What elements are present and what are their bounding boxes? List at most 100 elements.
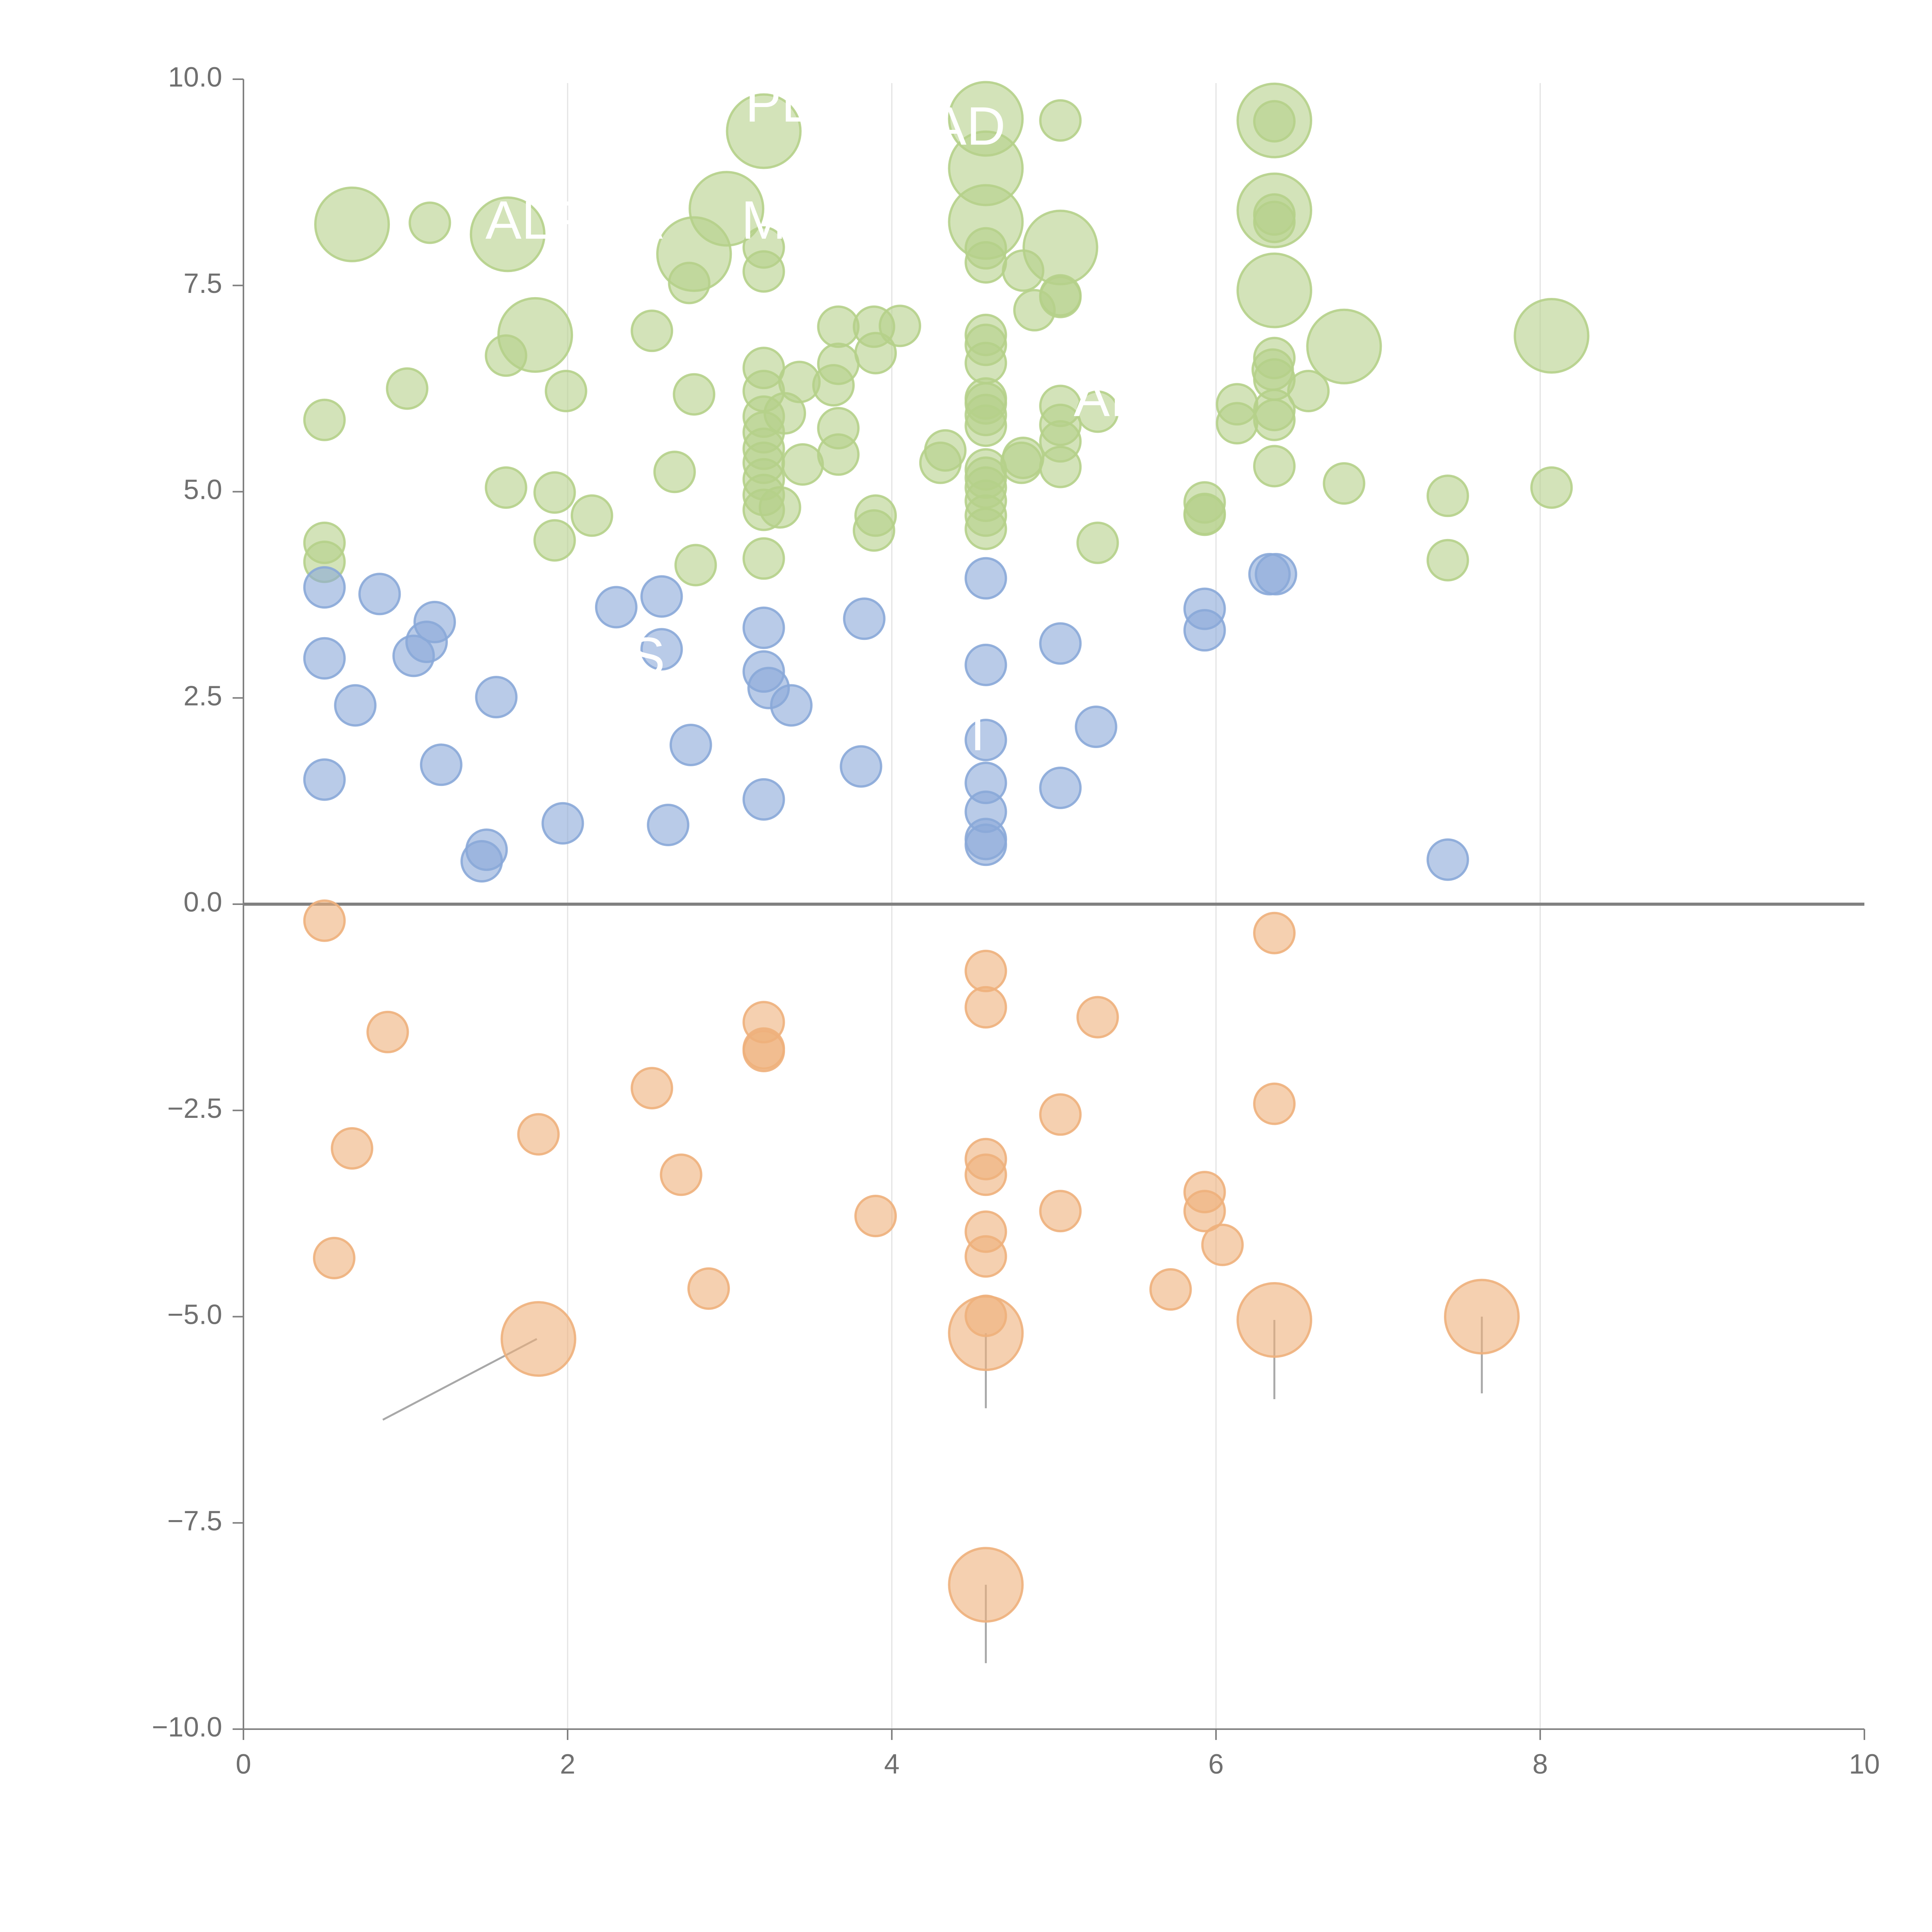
green-bubble-21 — [726, 93, 802, 169]
green-bubble-40 — [817, 342, 860, 385]
blue-bubble-31 — [964, 823, 1007, 866]
green-bubble-47 — [878, 304, 921, 347]
green-bubble-67 — [964, 507, 1007, 550]
bubble-label-4: AI — [1074, 367, 1125, 428]
blue-bubble-14 — [640, 575, 683, 618]
green-bubble-101 — [1323, 462, 1366, 505]
green-bubble-57 — [964, 342, 1007, 384]
green-bubble-70 — [1000, 441, 1043, 484]
green-bubble-33 — [742, 537, 785, 580]
orange-bubble-2 — [331, 1127, 374, 1170]
blue-bubble-18 — [742, 606, 785, 649]
blue-bubble-20 — [742, 778, 785, 821]
blue-bubble-34 — [1075, 705, 1117, 748]
green-bubble-39 — [817, 305, 860, 348]
x-tick-label: 8 — [1532, 1749, 1548, 1780]
green-bubble-98 — [1253, 445, 1296, 488]
green-bubble-102 — [1426, 474, 1469, 517]
green-bubble-104 — [1514, 298, 1590, 374]
orange-bubble-13 — [964, 949, 1007, 992]
orange-bubble-31 — [1236, 1282, 1313, 1358]
blue-bubble-0 — [303, 566, 346, 609]
blue-bubble-22 — [770, 684, 813, 727]
green-bubble-93 — [1236, 252, 1313, 328]
blue-bubble-4 — [358, 573, 401, 616]
blue-bubble-2 — [303, 758, 346, 801]
green-bubble-99 — [1287, 370, 1330, 413]
green-bubble-20 — [689, 171, 765, 247]
orange-bubble-25 — [1149, 1268, 1192, 1311]
bubble-label-6: T — [961, 701, 995, 762]
green-bubble-34 — [759, 486, 801, 529]
green-bubble-4 — [386, 367, 429, 410]
blue-bubble-16 — [647, 804, 690, 847]
orange-bubble-14 — [964, 986, 1007, 1029]
green-bubble-49 — [924, 429, 967, 472]
orange-bubble-4 — [517, 1113, 560, 1156]
green-bubble-9 — [497, 297, 573, 373]
green-bubble-75 — [1039, 274, 1082, 317]
orange-bubble-16 — [964, 1153, 1007, 1196]
orange-bubble-3 — [366, 1010, 409, 1053]
green-bubble-23 — [742, 250, 785, 293]
orange-bubble-21 — [948, 1547, 1024, 1623]
orange-bubble-6 — [631, 1067, 673, 1110]
orange-bubble-11 — [742, 1030, 785, 1073]
blue-bubble-23 — [840, 745, 883, 788]
green-bubble-86 — [1216, 402, 1259, 445]
green-bubble-0 — [303, 398, 346, 441]
orange-bubble-22 — [1039, 1093, 1082, 1136]
green-bubble-37 — [781, 443, 824, 486]
green-bubble-79 — [1039, 446, 1082, 488]
green-bubble-100 — [1306, 308, 1382, 384]
orange-bubble-32 — [1444, 1279, 1520, 1355]
blue-bubble-33 — [1039, 766, 1082, 809]
orange-bubble-12 — [854, 1195, 897, 1238]
axes: 10.0 7.5 5.0 2.5 0.0 −2.5 −5.0 −7.5 −10.0 0 2 4 6 8 10 — [152, 62, 1880, 1780]
bubble-label-1: PL — [745, 73, 811, 133]
x-tick-label: 10 — [1849, 1749, 1880, 1780]
bubble-label-2: AD — [930, 95, 1005, 156]
green-bubble-18 — [674, 544, 717, 587]
blue-bubble-10 — [465, 828, 508, 871]
blue-bubble-24 — [843, 597, 886, 640]
green-bubble-54 — [964, 241, 1007, 284]
green-bubble-10 — [533, 471, 576, 514]
y-tick-label: −10.0 — [152, 1712, 222, 1743]
bubble-labels: ALPHA PL AD M AI S T — [485, 73, 1125, 762]
orange-bubble-1 — [313, 1236, 355, 1279]
green-bubble-42 — [817, 433, 860, 476]
y-tick-label: 10.0 — [168, 62, 222, 93]
bubble-label-3: M — [741, 190, 786, 250]
green-bubble-12 — [544, 370, 587, 413]
orange-bubble-29 — [1253, 912, 1296, 954]
green-bubble-15 — [653, 451, 696, 493]
orange-bubble-5 — [500, 1301, 577, 1377]
y-tick-label: 7.5 — [184, 268, 222, 299]
blue-bubble-13 — [595, 586, 638, 629]
y-tick-label: 0.0 — [184, 887, 222, 918]
orange-bubble-0 — [303, 899, 346, 942]
orange-bubble-24 — [1076, 996, 1119, 1039]
blue-bubble-26 — [964, 643, 1007, 686]
blue-bubble-1 — [303, 637, 346, 680]
blue-bubble-8 — [420, 743, 463, 786]
orange-bubble-27 — [1183, 1190, 1226, 1233]
orange-bubble-7 — [660, 1153, 702, 1196]
green-bubble-73 — [1022, 209, 1099, 286]
orange-bubble-23 — [1039, 1190, 1082, 1233]
x-tick-label: 2 — [560, 1749, 575, 1780]
orange-bubble-28 — [1201, 1223, 1244, 1266]
blue-bubble-12 — [541, 802, 584, 845]
x-tick-label: 4 — [884, 1749, 900, 1780]
green-bubble-81 — [1076, 521, 1119, 564]
green-bubble-17 — [673, 373, 716, 416]
x-tick-label: 0 — [236, 1749, 251, 1780]
blue-bubble-3 — [334, 684, 377, 727]
green-bubble-5 — [408, 201, 451, 244]
blue-bubble-38 — [1255, 553, 1298, 595]
green-bubble-97 — [1253, 398, 1296, 441]
blue-bubble-32 — [1039, 622, 1082, 665]
blue-bubble-27 — [964, 719, 1007, 762]
